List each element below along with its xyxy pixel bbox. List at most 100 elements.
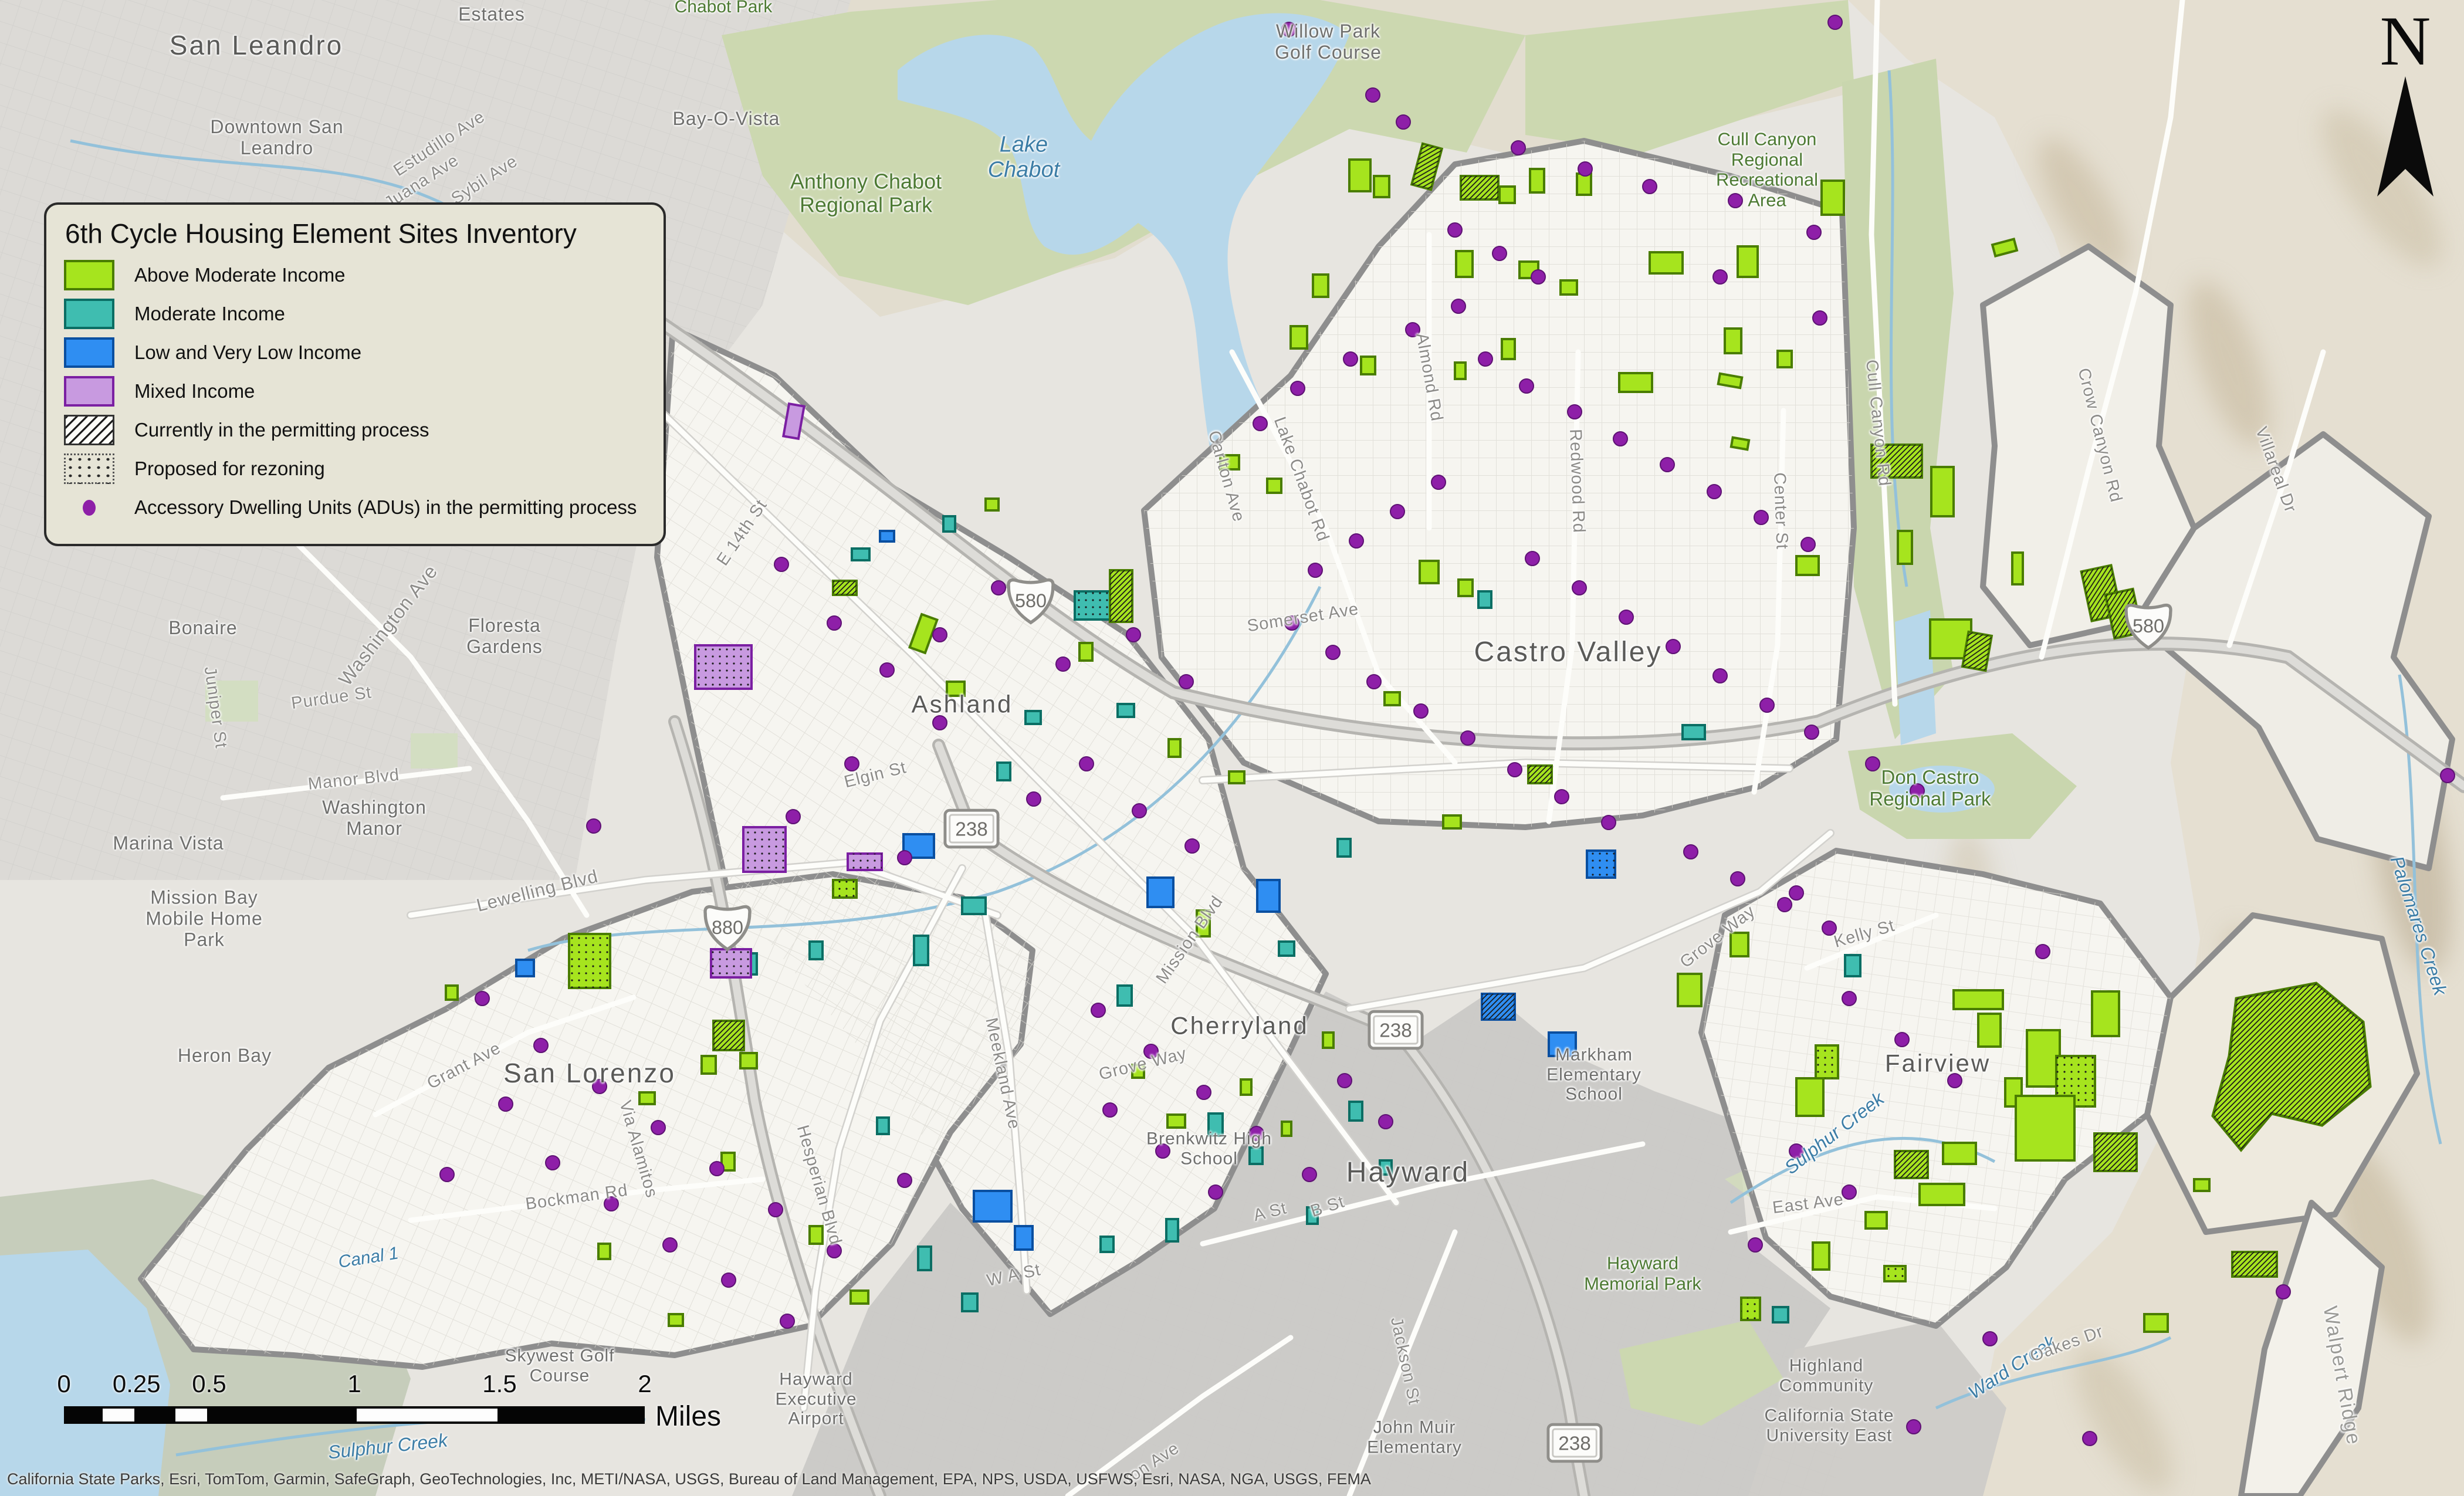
adu-dot [2035, 944, 2050, 959]
parcel [1383, 691, 1401, 706]
parcel [946, 681, 966, 697]
adu-dot [1102, 1102, 1118, 1118]
parcel [700, 1055, 717, 1075]
adu-dot [709, 1161, 725, 1176]
adu-dot [1572, 580, 1587, 595]
adu-dot [1284, 615, 1299, 631]
parcel [1772, 1306, 1789, 1324]
adu-dot [1567, 404, 1582, 419]
parcel [1131, 1064, 1145, 1079]
parcel [942, 515, 956, 533]
adu-dot [1365, 87, 1380, 103]
adu-dot [774, 557, 789, 572]
adu-dot [1055, 656, 1071, 672]
adu-dot [1126, 627, 1141, 642]
adu-dot [844, 756, 859, 771]
parcel [1256, 879, 1281, 913]
legend-swatch-dots [64, 453, 114, 484]
adu-dot [932, 627, 947, 642]
parcel [1289, 325, 1308, 350]
parcel [1360, 356, 1376, 375]
parcel [782, 402, 805, 441]
adu-dot [1325, 645, 1341, 660]
adu-dot [651, 1120, 666, 1135]
scale-tick: 0.5 [192, 1370, 226, 1397]
adu-dot [1754, 510, 1769, 525]
parcel [1014, 1225, 1034, 1251]
roads [220, 0, 2326, 1496]
adu-dot [897, 1173, 912, 1188]
scale-tick: 0.25 [112, 1370, 161, 1397]
adu-dot [1519, 378, 1534, 394]
adu-dot [1777, 897, 1792, 912]
adu-dot [1079, 756, 1094, 771]
adu-dot [1812, 310, 1827, 326]
legend-item: Low and Very Low Income [64, 337, 646, 368]
legend-label: Currently in the permitting process [134, 419, 429, 441]
parcel [1207, 1112, 1224, 1137]
adu-dot [1601, 815, 1616, 830]
north-arrow: N [2353, 6, 2458, 205]
adu-dot [1026, 791, 1041, 807]
adu-dot [1804, 725, 1819, 740]
parcel [1737, 245, 1759, 278]
legend-label: Accessory Dwelling Units (ADUs) in the p… [134, 496, 637, 518]
parcel [1618, 372, 1653, 393]
scale-segment [100, 1406, 137, 1424]
parcel [1501, 338, 1516, 360]
parcel [2011, 551, 2024, 585]
parcel [1348, 158, 1372, 192]
parcel [1952, 989, 2004, 1010]
legend-swatch-fill [64, 337, 114, 368]
parcel [1930, 466, 1955, 517]
parcel [849, 1289, 869, 1305]
parcel [1167, 738, 1182, 758]
adu-dot [786, 809, 801, 824]
parcel [720, 1152, 736, 1172]
parcel [879, 530, 895, 543]
adu-dot [475, 991, 490, 1006]
adu-dot [604, 1196, 619, 1211]
legend-item: Currently in the permitting process [64, 415, 646, 445]
adu-dot [1492, 246, 1507, 261]
parcel [1379, 1159, 1393, 1176]
parcel [1677, 973, 1703, 1007]
adu-dot [1894, 1032, 1910, 1047]
legend-item: Above Moderate Income [64, 260, 646, 290]
parcel [984, 497, 1000, 512]
parcel [1306, 1206, 1319, 1225]
adu-dot [1730, 871, 1745, 886]
parcel [1116, 703, 1135, 718]
adu-dot [1447, 222, 1463, 238]
parcel [961, 1292, 979, 1312]
parcel [1864, 1211, 1888, 1230]
freeways [653, 315, 2464, 1496]
parcel [1266, 478, 1282, 494]
scale-tick: 1 [347, 1370, 361, 1397]
adu-dot [1366, 674, 1382, 689]
adu-dot [1413, 703, 1429, 719]
adu-dot [1666, 639, 1681, 654]
adu-dots [439, 15, 2455, 1446]
adu-dot [827, 615, 842, 631]
parcel [2091, 990, 2120, 1037]
parcel [1248, 1146, 1264, 1165]
adu-dot [1822, 920, 1837, 936]
adu-dot [1842, 991, 1857, 1006]
adu-dot [2276, 1284, 2291, 1299]
parcel [1116, 984, 1133, 1007]
parcel [2015, 1095, 2076, 1162]
adu-dot-icon [83, 499, 96, 516]
parcel [1724, 327, 1742, 354]
parcel [739, 1052, 758, 1069]
scale-bar-segments [64, 1406, 645, 1424]
parcel [1529, 168, 1545, 194]
parcel [1820, 180, 1845, 216]
parcel [876, 1116, 890, 1135]
adu-dot [1712, 668, 1728, 683]
adu-dot [1947, 1073, 1962, 1088]
adu-dot [1396, 114, 1411, 130]
adu-dot [1378, 1114, 1393, 1129]
scale-unit: Miles [655, 1401, 722, 1432]
